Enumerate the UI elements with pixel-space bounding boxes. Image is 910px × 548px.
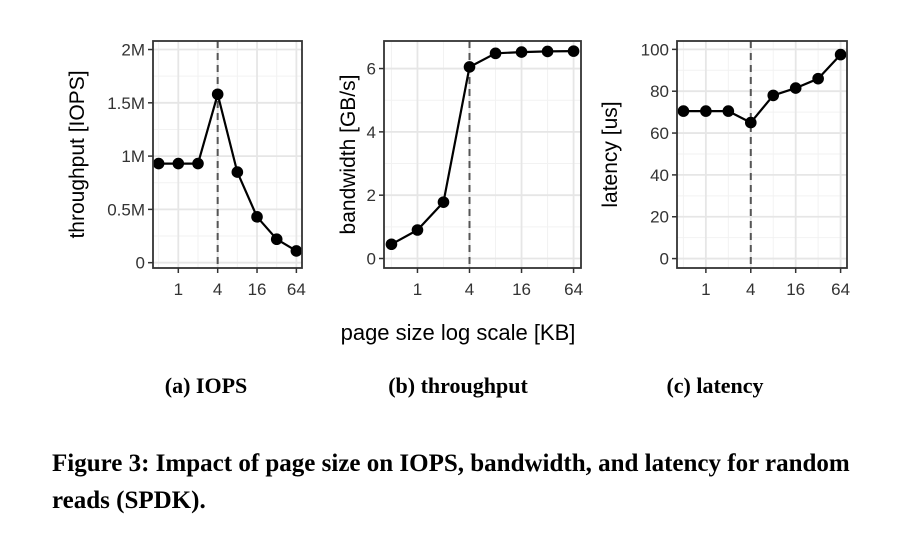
subcaption-c: (c) latency [666,373,764,398]
plot-background [153,41,302,268]
y-tick-label: 0 [367,250,376,269]
subcaption-b: (b) throughput [388,373,528,398]
data-point [515,46,528,58]
data-point [270,233,283,246]
data-point [152,157,165,170]
data-point [192,157,204,170]
panel-border [152,40,303,269]
chart-panel-1: 0 0.5M 1M 1.5M 2M 1 4 16 64 throughput [IOPS] [66,40,306,299]
data-point [567,45,580,57]
y-tick-label: 20 [650,208,669,227]
data-point [211,88,224,101]
data-point [767,89,780,102]
chart-panel-3: 0 20 40 60 80 100 1 4 16 64 latency [us] [599,40,850,299]
data-point [231,166,244,178]
x-tick-label: 1 [701,280,710,299]
x-tick-label: 64 [831,280,850,299]
x-tick-label: 4 [213,280,222,299]
y-tick-label: 0 [136,254,145,273]
y-tick-label: 4 [367,123,376,142]
data-point [812,72,824,85]
data-point [700,105,712,117]
data-point [744,116,757,129]
y-tick-label: 100 [641,40,669,59]
data-point [437,196,450,208]
x-tick-label: 1 [174,280,183,299]
x-tick-label: 4 [465,280,474,299]
data-point [172,157,185,170]
y-axis-title: bandwidth [GB/s] [337,75,360,235]
panel-border [383,40,582,269]
subcaption-a: (a) IOPS [164,373,248,398]
x-tick-label: 16 [512,280,531,299]
panel-border [676,40,848,269]
data-point [722,105,735,117]
figure-caption: Figure 3: Impact of page size on IOPS, b… [52,450,850,514]
x-tick-label: 64 [287,280,306,299]
data-point [290,245,303,257]
data-point [677,105,690,117]
x-tick-label: 1 [413,280,422,299]
grid [677,41,847,268]
data-point [789,82,802,94]
chart-panel-2: 0 2 4 6 1 4 16 64 bandwidth [GB/s] [337,40,583,299]
y-tick-label: 2M [121,41,145,60]
x-tick-label: 16 [786,280,805,299]
y-tick-label: 60 [650,124,669,143]
shared-x-axis-label: page size log scale [KB] [341,320,576,345]
grid [384,41,581,268]
y-tick-label: 0 [660,250,669,269]
y-tick-label: 80 [650,82,669,101]
data-point [834,48,847,61]
data-point [251,211,263,223]
y-tick-label: 1M [121,147,145,166]
x-tick-label: 64 [564,280,583,299]
data-point [541,45,554,58]
y-axis-title: latency [us] [599,101,622,207]
y-tick-label: 1.5M [107,94,145,113]
x-tick-label: 4 [746,280,755,299]
data-point [385,238,398,251]
x-tick-label: 16 [248,280,267,299]
data-point [463,61,476,73]
y-tick-label: 0.5M [107,200,145,219]
data-point [411,224,424,236]
y-tick-label: 40 [650,166,669,185]
data-point [489,47,502,60]
y-axis-title: throughput [IOPS] [66,70,89,238]
y-tick-label: 2 [367,186,376,205]
y-tick-label: 6 [367,60,376,79]
